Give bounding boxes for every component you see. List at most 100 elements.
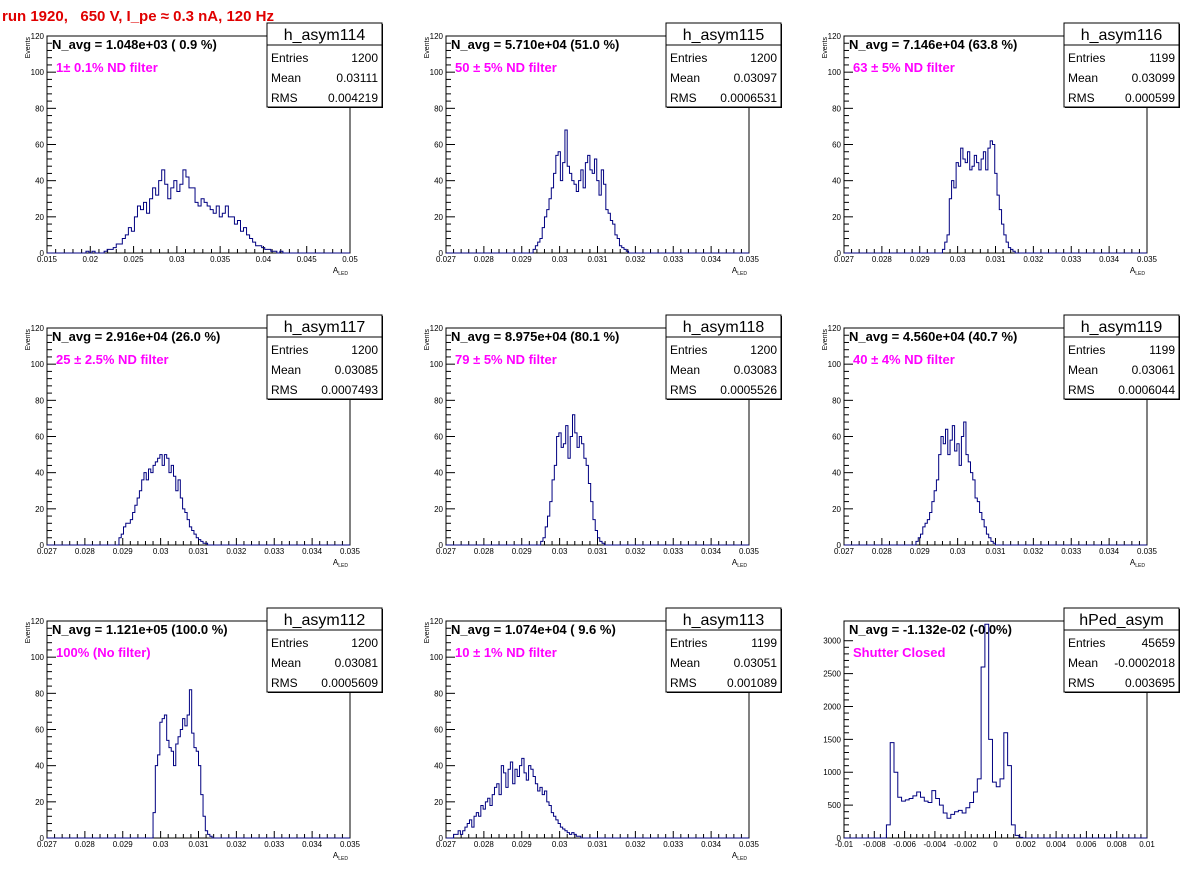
filter-note: 1± 0.1% ND filter <box>56 60 158 75</box>
navg-label: N_avg = 2.916e+04 (26.0 %) <box>52 329 220 344</box>
filter-note: Shutter Closed <box>853 645 946 660</box>
x-axis-label: ALED <box>732 851 747 862</box>
x-tick-label: 0.035 <box>739 255 760 264</box>
y-tick-label: 120 <box>31 617 45 626</box>
y-tick-label: 80 <box>832 396 841 405</box>
stat-key: RMS <box>271 91 298 105</box>
stat-value: 0.03085 <box>335 363 379 377</box>
y-tick-label: 40 <box>35 469 44 478</box>
x-tick-label: 0.027 <box>37 547 58 556</box>
x-tick-label: 0.035 <box>340 547 361 556</box>
stat-key: Entries <box>1068 51 1105 65</box>
x-tick-label: 0.028 <box>75 547 96 556</box>
stat-value: 0.000599 <box>1125 91 1175 105</box>
navg-label: N_avg = 8.975e+04 (80.1 %) <box>451 329 619 344</box>
stat-value: 1199 <box>1149 343 1175 357</box>
stat-key: Entries <box>271 636 308 650</box>
histogram-line <box>446 129 749 254</box>
hist-name: h_asym118 <box>683 319 765 336</box>
x-tick-label: 0.029 <box>512 255 533 264</box>
x-tick-label: 0.004 <box>1046 840 1067 849</box>
y-tick-label: 1500 <box>823 735 841 744</box>
run-title: run 1920, 650 V, I_pe ≈ 0.3 nA, 120 Hz <box>2 8 274 25</box>
hist-name: h_asym116 <box>1081 27 1163 44</box>
y-tick-label: 2500 <box>823 670 841 679</box>
x-tick-label: 0.031 <box>985 547 1006 556</box>
x-tick-label: 0.028 <box>75 840 96 849</box>
y-tick-label: 20 <box>434 505 443 514</box>
x-tick-label: 0.031 <box>587 547 608 556</box>
x-tick-label: 0.006 <box>1076 840 1097 849</box>
hist-panel-hPed_asym: 0 500 1000 1500 2000 2500 3000 -0.01 -0.008 -0.00… <box>823 607 1180 849</box>
y-tick-label: 20 <box>832 505 841 514</box>
y-tick-label: 100 <box>828 360 842 369</box>
x-tick-label: 0.03 <box>552 547 568 556</box>
x-tick-label: 0.03 <box>153 547 169 556</box>
stat-value: 0.0006044 <box>1118 383 1175 397</box>
x-tick-label: 0.029 <box>113 840 134 849</box>
hist-name: hPed_asym <box>1079 612 1164 629</box>
stat-value: 0.03111 <box>336 71 378 85</box>
y-tick-label: 20 <box>832 213 841 222</box>
x-tick-label: 0.035 <box>1137 547 1158 556</box>
hist-panel-h_asym119: 0 20 40 60 80 100 120 0.027 0.028 0.029 0.03 0.031 0… <box>822 314 1180 569</box>
hist-name: h_asym114 <box>284 27 366 44</box>
hist-name: h_asym113 <box>683 612 765 629</box>
y-axis-label: Events <box>25 622 32 644</box>
y-tick-label: 40 <box>832 469 841 478</box>
y-tick-label: 100 <box>430 360 444 369</box>
x-tick-label: 0.035 <box>739 840 760 849</box>
x-tick-label: 0.034 <box>1099 547 1120 556</box>
x-tick-label: 0.05 <box>342 255 358 264</box>
y-tick-label: 60 <box>832 433 841 442</box>
y-tick-label: 80 <box>832 104 841 113</box>
x-tick-label: 0.033 <box>1061 547 1082 556</box>
x-axis-label: ALED <box>732 266 747 277</box>
navg-label: N_avg = 1.048e+03 ( 0.9 %) <box>52 37 217 52</box>
stats-box <box>266 22 383 108</box>
navg-label: N_avg = -1.132e-02 (-0.0%) <box>849 622 1012 637</box>
x-tick-label: 0.028 <box>872 547 893 556</box>
stat-value: 0.03083 <box>734 363 778 377</box>
y-tick-label: 40 <box>434 469 443 478</box>
histogram-line <box>844 140 1147 254</box>
histogram-line <box>47 689 350 839</box>
stat-value: -0.0002018 <box>1114 656 1175 670</box>
x-tick-label: 0.029 <box>910 547 931 556</box>
filter-note: 10 ± 1% ND filter <box>455 645 557 660</box>
y-tick-label: 0 <box>837 249 842 258</box>
stat-key: RMS <box>271 383 298 397</box>
x-tick-label: 0.035 <box>739 547 760 556</box>
x-tick-label: 0.029 <box>113 547 134 556</box>
y-tick-label: 120 <box>430 617 444 626</box>
x-axis-label: ALED <box>1130 558 1145 569</box>
x-tick-label: 0.029 <box>512 840 533 849</box>
stat-value: 0.03097 <box>734 71 778 85</box>
x-tick-label: 0.02 <box>82 255 98 264</box>
x-tick-label: 0.032 <box>1023 255 1044 264</box>
x-tick-label: 0.027 <box>436 547 457 556</box>
stat-key: RMS <box>1068 91 1095 105</box>
stat-key: Mean <box>271 71 301 85</box>
x-tick-label: 0.028 <box>474 840 495 849</box>
hist-name: h_asym117 <box>284 319 366 336</box>
y-tick-label: 60 <box>434 726 443 735</box>
stat-value: 1200 <box>351 343 378 357</box>
x-tick-label: 0.034 <box>701 840 722 849</box>
x-tick-label: 0.029 <box>910 255 931 264</box>
x-axis-label: ALED <box>333 851 348 862</box>
x-tick-label: 0.03 <box>153 840 169 849</box>
x-tick-label: 0.04 <box>256 255 272 264</box>
y-tick-label: 40 <box>434 177 443 186</box>
stat-key: Mean <box>670 363 700 377</box>
x-tick-label: 0.032 <box>625 255 646 264</box>
y-axis-label: Events <box>25 37 32 59</box>
histogram-line <box>446 757 749 839</box>
stat-key: RMS <box>271 676 298 690</box>
stat-key: Mean <box>1068 656 1098 670</box>
y-tick-label: 100 <box>430 653 444 662</box>
y-tick-label: 120 <box>828 32 842 41</box>
y-tick-label: 80 <box>434 396 443 405</box>
stat-key: Mean <box>670 656 700 670</box>
